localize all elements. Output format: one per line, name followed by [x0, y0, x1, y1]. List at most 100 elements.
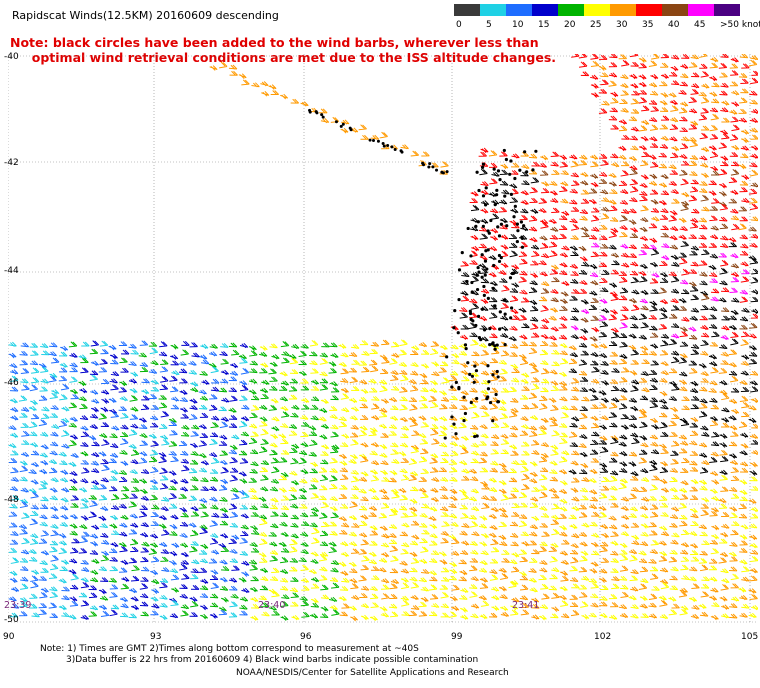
wind-barb	[478, 440, 487, 446]
wind-barb	[458, 489, 467, 495]
wind-barb	[368, 430, 377, 437]
wind-barb-stroke	[591, 511, 600, 517]
wind-barb-stroke	[498, 406, 507, 412]
wind-barb	[480, 208, 489, 214]
wind-barb-stroke	[460, 390, 469, 396]
wind-barb-stroke	[519, 341, 529, 347]
wind-barb-stroke	[500, 234, 509, 240]
wind-barb	[478, 263, 487, 269]
wind-barb-stroke	[740, 78, 749, 85]
wind-barb-stroke	[488, 495, 498, 501]
wind-barb	[698, 363, 707, 369]
wind-barb	[181, 424, 190, 430]
wind-barb	[550, 326, 559, 332]
wind-barb	[429, 467, 439, 473]
wind-barb-stroke	[80, 358, 89, 364]
wind-barb-stroke	[360, 134, 369, 140]
wind-barb-stroke	[40, 366, 49, 373]
wind-barb-stroke	[609, 475, 618, 482]
wind-barb-stroke	[158, 351, 168, 357]
wind-barb	[670, 117, 679, 123]
wind-barb	[711, 198, 720, 204]
wind-barb-stroke	[91, 468, 100, 474]
wind-barb-stroke	[280, 438, 289, 445]
wind-barb-stroke	[319, 474, 329, 482]
wind-barb	[578, 54, 588, 59]
wind-barb	[240, 431, 250, 437]
wind-barb-stroke	[469, 198, 478, 204]
wind-barb-stroke	[561, 210, 570, 217]
wind-barb	[310, 477, 319, 483]
wind-barb-stroke	[329, 406, 338, 411]
wind-barb	[689, 367, 698, 374]
wind-barb	[141, 395, 150, 401]
wind-barb-stroke	[290, 522, 299, 528]
wind-barb-stroke	[671, 440, 680, 447]
wind-barb-stroke	[50, 514, 60, 520]
wind-barb-stroke	[391, 352, 400, 358]
wind-barb	[518, 276, 527, 283]
wind-barb	[731, 101, 740, 107]
wind-barb	[599, 435, 608, 442]
wind-barb-stroke	[590, 214, 600, 222]
wind-barb	[731, 297, 740, 303]
wind-barb	[39, 514, 48, 520]
wind-barb-stroke	[408, 416, 417, 422]
wind-barb	[359, 379, 368, 385]
wind-barb	[628, 116, 638, 122]
wind-barb-stroke	[180, 512, 189, 518]
wind-barb	[659, 272, 668, 278]
wind-barb	[699, 63, 708, 69]
wind-barb	[130, 477, 140, 483]
wind-barb-stroke	[649, 504, 659, 510]
wind-barb	[650, 449, 660, 455]
wind-barb-stroke	[30, 461, 40, 468]
wind-barb-stroke	[690, 380, 699, 387]
wind-barb	[310, 415, 319, 421]
wind-barb-stroke	[380, 460, 389, 466]
wind-barb	[680, 136, 690, 142]
wind-barb	[379, 525, 388, 532]
wind-barb	[170, 404, 180, 410]
wind-barb-stroke	[288, 354, 297, 360]
wind-barb-stroke	[530, 316, 539, 322]
wind-barb-stroke	[588, 198, 597, 205]
wind-barb-stroke	[730, 263, 740, 269]
wind-barb	[470, 191, 479, 197]
wind-barb	[340, 377, 349, 384]
wind-barb-stroke	[598, 108, 608, 114]
wind-barb-stroke	[750, 55, 758, 61]
wind-barb	[190, 511, 200, 517]
wind-barb	[731, 408, 740, 415]
wind-barb-stroke	[68, 341, 78, 348]
wind-barb-stroke	[699, 467, 709, 474]
wind-barb-stroke	[510, 407, 519, 414]
wind-barb-stroke	[531, 250, 540, 258]
wind-barb	[730, 493, 740, 499]
wind-barb-stroke	[699, 260, 708, 266]
wind-barb	[128, 343, 137, 349]
wind-barb	[531, 515, 540, 522]
wind-barb-stroke	[9, 432, 19, 438]
wind-barb-stroke	[598, 403, 608, 409]
wind-barb	[659, 143, 669, 149]
wind-barb-stroke	[500, 449, 509, 455]
wind-barb	[480, 189, 489, 196]
wind-barb-stroke	[520, 208, 529, 214]
wind-barb-stroke	[678, 217, 687, 224]
wind-barb-stroke	[629, 165, 638, 171]
wind-barb	[550, 380, 559, 386]
wind-barb-stroke	[540, 452, 549, 459]
wind-barb-stroke	[750, 397, 758, 404]
wind-barb	[729, 152, 739, 157]
wind-barb-stroke	[610, 331, 620, 339]
wind-barb-stroke	[260, 486, 269, 492]
wind-barb-stroke	[399, 404, 408, 411]
wind-barb-stroke	[550, 151, 560, 157]
wind-barb	[559, 298, 568, 305]
wind-barb	[518, 354, 527, 360]
wind-barb	[308, 451, 317, 457]
wind-barb-stroke	[559, 432, 568, 438]
wind-barb-stroke	[280, 405, 289, 412]
wind-barb-stroke	[101, 439, 110, 446]
